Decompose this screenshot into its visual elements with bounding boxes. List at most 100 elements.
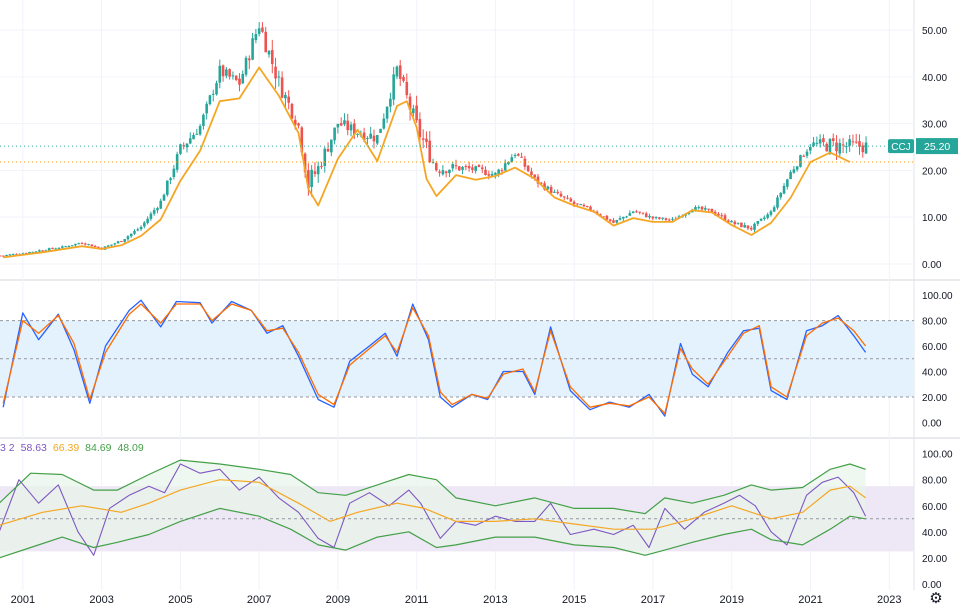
candle-body <box>585 205 589 207</box>
candle-body <box>41 250 44 252</box>
candle-body <box>576 203 579 205</box>
candle-body <box>690 210 694 213</box>
rsi-legend-value: 3 2 <box>0 442 15 454</box>
time-tick-label: 2021 <box>798 594 822 606</box>
price-tick-label: 40.00 <box>922 73 947 84</box>
candle-body <box>487 174 491 176</box>
candle-body <box>211 93 215 95</box>
candle-body <box>8 254 12 256</box>
candle-body <box>671 218 674 220</box>
candle-body <box>87 244 90 246</box>
candle-body <box>818 139 822 144</box>
candle-body <box>169 178 172 181</box>
candle-body <box>730 220 733 223</box>
rsi-legend-value: 48.09 <box>117 442 143 454</box>
candle-body <box>841 144 845 146</box>
rsi-legend-value: 58.63 <box>21 442 47 454</box>
candle-body <box>182 145 186 147</box>
candle-body <box>385 106 389 119</box>
candle-body <box>307 170 310 189</box>
rsi-ma-line <box>0 479 866 530</box>
candle-body <box>618 218 622 220</box>
candle-body <box>185 143 189 148</box>
candle-body <box>280 77 284 98</box>
candle-body <box>828 138 832 154</box>
candle-body <box>415 105 418 121</box>
candle-body <box>523 158 527 167</box>
last-price-tag <box>916 138 958 155</box>
time-tick-label: 2019 <box>719 594 743 606</box>
bb-lower-line <box>0 507 866 559</box>
candle-body <box>139 226 143 230</box>
symbol-tag <box>888 139 914 154</box>
candle-body <box>31 251 35 253</box>
candle-body <box>704 208 707 210</box>
candle-body <box>251 38 254 60</box>
candle-body <box>205 103 208 114</box>
candle-body <box>582 204 586 207</box>
price-tick-label: 30.00 <box>922 120 947 131</box>
candle-body <box>740 222 743 228</box>
gear-icon[interactable]: ⚙ <box>929 590 943 607</box>
candle-body <box>546 186 550 190</box>
candle-body <box>756 221 760 224</box>
candle-body <box>526 165 530 172</box>
rsi-tick-label: 20.00 <box>922 554 947 565</box>
candle-body <box>569 198 573 202</box>
candle-body <box>451 164 455 169</box>
candle-body <box>733 221 737 225</box>
candle-body <box>658 217 661 219</box>
candle-body <box>336 123 340 128</box>
candle-body <box>776 197 779 208</box>
candle-body <box>536 176 540 184</box>
rsi-panel: 0.00 20.00 40.00 60.00 80.00 100.00 3 2 58.63 66… <box>0 442 953 591</box>
candle-body <box>143 222 146 227</box>
time-tick-label: 2001 <box>11 594 35 606</box>
candle-body <box>51 247 54 249</box>
candle-body <box>166 180 169 195</box>
candle-body <box>297 123 300 126</box>
candle-body <box>392 74 395 100</box>
candle-body <box>159 200 163 209</box>
candle-body <box>707 208 710 210</box>
candle-body <box>812 142 815 146</box>
price-tick-label: 20.00 <box>922 166 947 177</box>
moving-average-line <box>3 66 851 259</box>
rsi-tick-label: 40.00 <box>922 528 947 539</box>
candle-body <box>720 215 724 217</box>
candle-body <box>136 229 140 231</box>
candle-body <box>382 118 386 129</box>
candle-body <box>221 65 225 77</box>
candle-body <box>503 163 507 171</box>
candle-body <box>763 217 766 219</box>
candle-body <box>792 169 796 173</box>
candle-body <box>149 213 153 219</box>
candle-body <box>326 148 330 152</box>
candle-body <box>635 211 638 213</box>
candle-body <box>202 114 205 126</box>
rsi-legend-value: 66.39 <box>53 442 79 454</box>
candle-body <box>786 179 789 187</box>
candle-body <box>556 191 559 194</box>
candle-body <box>405 81 409 96</box>
time-tick-label: 2017 <box>641 594 665 606</box>
candle-body <box>47 248 51 251</box>
candles <box>0 22 868 257</box>
candle-body <box>615 220 619 223</box>
candle-body <box>444 171 448 174</box>
candle-body <box>152 210 156 214</box>
candle-body <box>802 155 806 157</box>
candle-body <box>638 211 642 213</box>
candle-body <box>831 138 835 142</box>
candle-body <box>208 95 212 105</box>
candle-body <box>179 144 182 154</box>
candle-body <box>418 119 422 138</box>
candle-body <box>651 216 655 219</box>
candle-body <box>484 169 487 175</box>
candle-body <box>277 76 281 78</box>
candle-body <box>612 220 615 223</box>
candle-body <box>480 167 484 170</box>
candle-body <box>228 69 231 77</box>
candle-body <box>146 218 149 224</box>
